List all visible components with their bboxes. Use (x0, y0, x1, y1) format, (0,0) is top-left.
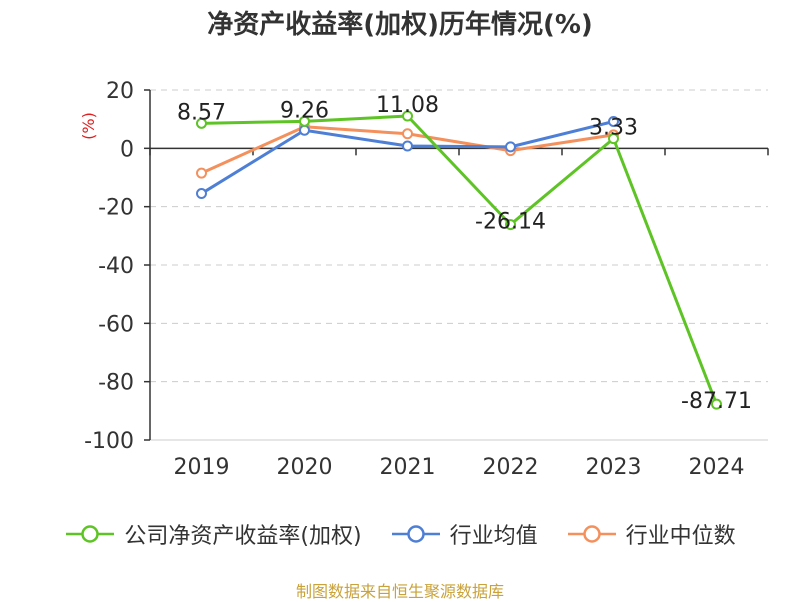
data-point (196, 117, 207, 129)
data-label: -87.71 (681, 389, 752, 414)
data-label: 9.26 (280, 98, 329, 123)
data-point (196, 188, 207, 200)
data-point (711, 398, 722, 410)
data-point (608, 133, 619, 145)
chart-title: 净资产收益率(加权)历年情况(%) (207, 10, 593, 40)
grid-layer (150, 89, 768, 441)
y-tick-label: -60 (98, 312, 134, 337)
x-tick-label: 2022 (483, 455, 539, 480)
x-tick-label: 2020 (277, 455, 333, 480)
legend-item: 行业中位数 (566, 518, 736, 550)
y-tick-label: 0 (120, 137, 134, 162)
data-point (402, 110, 413, 122)
series-layer (196, 110, 722, 410)
legend-item: 公司净资产收益率(加权) (64, 518, 362, 550)
data-point (299, 124, 310, 136)
legend-item: 行业均值 (390, 518, 538, 550)
x-tick-label: 2024 (689, 455, 745, 480)
data-point (402, 128, 413, 140)
x-tick-label: 2021 (380, 455, 436, 480)
data-point (196, 167, 207, 179)
axis-layer: 20 0 -20 -40 -60 -80 -100 2019 2020 2021 2022 2023 2… (79, 79, 769, 480)
data-point (299, 115, 310, 127)
legend: 公司净资产收益率(加权) 行业均值 行业中位数 (0, 518, 800, 550)
legend-label: 行业中位数 (625, 524, 736, 549)
y-tick-label: -20 (98, 196, 134, 221)
y-tick-label: -80 (98, 371, 134, 396)
legend-swatch (567, 525, 616, 543)
series-line (201, 114, 718, 405)
y-tick-label: -40 (98, 254, 134, 279)
legend-swatch-marker (582, 525, 601, 543)
data-point (505, 141, 516, 153)
data-point (505, 219, 516, 231)
legend-label: 行业均值 (449, 524, 538, 549)
legend-swatch (66, 525, 115, 543)
data-label: 8.57 (177, 100, 226, 125)
legend-swatch (391, 525, 440, 543)
x-tick-label: 2023 (586, 455, 642, 480)
legend-swatch-marker (81, 525, 100, 543)
data-point (402, 140, 413, 152)
y-tick-label: -100 (84, 429, 134, 454)
legend-label: 公司净资产收益率(加权) (124, 524, 362, 549)
data-point (608, 116, 619, 127)
data-label: 3.33 (589, 116, 638, 141)
data-label: -26.14 (475, 210, 546, 235)
data-label: 11.08 (376, 93, 439, 118)
label-layer: 8.57 9.26 11.08 -26.14 3.33 -87.71 (177, 93, 752, 414)
y-tick-label: 20 (106, 79, 134, 104)
y-axis-label: (%) (79, 112, 98, 140)
source-note: 制图数据来自恒生聚源数据库 (295, 582, 504, 601)
x-tick-label: 2019 (174, 455, 230, 480)
legend-swatch-marker (406, 525, 425, 543)
